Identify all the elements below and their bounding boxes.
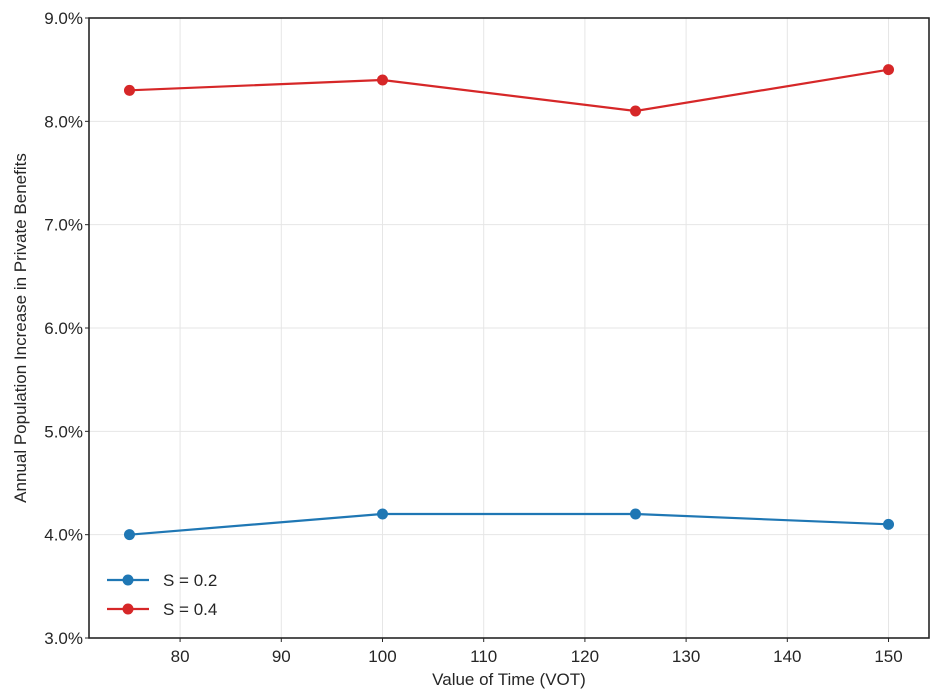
series-2 — [123, 64, 895, 117]
x-axis-title: Value of Time (VOT) — [432, 670, 586, 689]
series-line — [129, 512, 889, 536]
legend-item: S = 0.2 — [107, 571, 217, 590]
x-tick-label: 90 — [272, 647, 291, 666]
series-1 — [123, 508, 895, 541]
legend-marker — [122, 574, 134, 586]
data-point — [883, 64, 895, 76]
x-tick-label: 150 — [874, 647, 902, 666]
legend-label: S = 0.2 — [163, 571, 217, 590]
x-tick-label: 110 — [470, 647, 497, 666]
data-point — [376, 74, 388, 86]
y-tick-label: 4.0% — [44, 526, 83, 545]
y-axis: 3.0% 4.0% 5.0% 6.0% 7.0% 8.0% 9.0% — [44, 9, 89, 648]
series-line — [129, 68, 889, 113]
data-point — [376, 508, 388, 520]
data-point — [123, 529, 135, 541]
legend: S = 0.2 S = 0.4 — [107, 571, 217, 619]
x-tick-label: 130 — [672, 647, 700, 666]
y-tick-label: 5.0% — [44, 422, 83, 441]
legend-item: S = 0.4 — [107, 600, 217, 619]
x-axis: 80 90 100 110 120 130 140 150 — [171, 638, 903, 666]
y-tick-label: 6.0% — [44, 319, 83, 338]
data-point — [123, 84, 135, 96]
series-layer — [123, 64, 895, 541]
data-point — [630, 105, 642, 117]
data-point — [883, 518, 895, 530]
y-tick-label: 9.0% — [44, 9, 83, 28]
y-tick-label: 7.0% — [44, 216, 83, 235]
x-tick-label: 120 — [571, 647, 599, 666]
y-tick-label: 3.0% — [44, 629, 83, 648]
data-point — [630, 508, 642, 520]
legend-marker — [122, 603, 134, 615]
x-tick-label: 80 — [171, 647, 190, 666]
x-tick-label: 100 — [368, 647, 396, 666]
y-axis-title: Annual Population Increase in Private Be… — [11, 153, 30, 503]
legend-label: S = 0.4 — [163, 600, 217, 619]
y-tick-label: 8.0% — [44, 112, 83, 131]
grid — [89, 17, 929, 639]
x-tick-label: 140 — [773, 647, 801, 666]
